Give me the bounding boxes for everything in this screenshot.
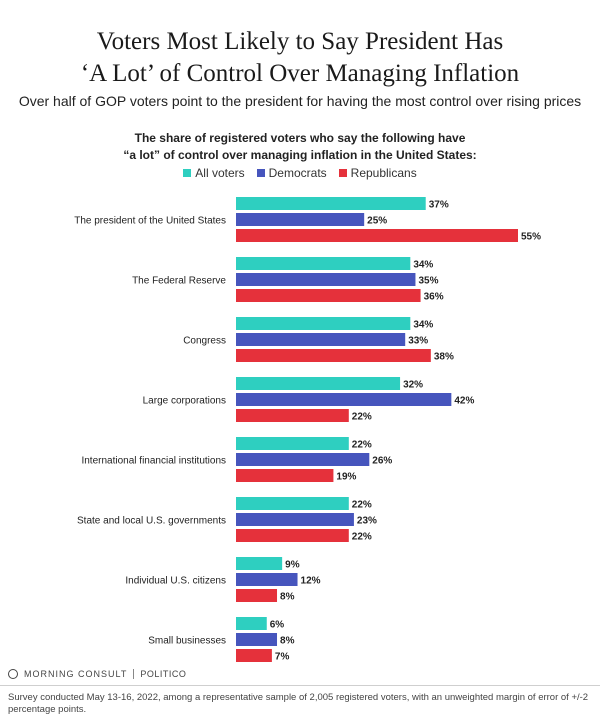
footer-brand: MORNING CONSULT POLITICO — [8, 669, 186, 679]
bar-value-label: 9% — [285, 560, 300, 571]
bar-republicans — [236, 409, 349, 422]
bar-value-label: 8% — [280, 592, 295, 603]
bar-republicans — [236, 469, 334, 482]
bar-value-label: 38% — [434, 352, 454, 363]
legend-item-democrats: Democrats — [256, 166, 327, 180]
legend-swatch — [183, 169, 192, 177]
morning-consult-brand: MORNING CONSULT — [24, 669, 128, 679]
bar-value-label: 34% — [413, 320, 433, 331]
legend-swatch — [256, 169, 265, 177]
bar-all-voters — [236, 377, 401, 390]
category-label: Large corporations — [143, 396, 226, 407]
category-label: State and local U.S. governments — [77, 516, 226, 527]
legend-label: Republicans — [350, 166, 417, 180]
category-label: The Federal Reserve — [132, 276, 226, 287]
bar-value-label: 33% — [408, 336, 428, 347]
bar-chart: The president of the United States 37% 25%… — [74, 197, 541, 663]
footnote: Survey conducted May 13-16, 2022, among … — [8, 692, 589, 715]
bar-value-label: 25% — [367, 216, 387, 227]
bar-all-voters — [236, 557, 283, 570]
bar-democrats — [236, 213, 365, 226]
bar-value-label: 22% — [352, 532, 372, 543]
legend: All voters Democrats Republicans — [0, 166, 600, 180]
chart-subtitle: Over half of GOP voters point to the pre… — [18, 93, 582, 109]
bar-democrats — [236, 273, 416, 286]
legend-label: All voters — [195, 166, 245, 180]
category-label: The president of the United States — [74, 216, 226, 227]
legend-item-republicans: Republicans — [338, 166, 417, 180]
legend-label: Democrats — [268, 166, 327, 180]
bar-all-voters — [236, 257, 411, 270]
category-label: Small businesses — [148, 636, 226, 647]
bar-democrats — [236, 513, 354, 526]
bar-value-label: 19% — [336, 472, 356, 483]
bar-value-label: 37% — [429, 200, 449, 211]
bar-value-label: 7% — [275, 652, 290, 663]
bar-value-label: 32% — [403, 380, 423, 391]
brand-divider — [133, 669, 135, 679]
bar-all-voters — [236, 437, 349, 450]
bar-democrats — [236, 453, 370, 466]
bar-republicans — [236, 589, 278, 602]
bar-republicans — [236, 529, 349, 542]
legend-swatch — [338, 169, 347, 177]
category-label: International financial institutions — [81, 456, 226, 467]
bar-democrats — [236, 333, 406, 346]
bar-value-label: 22% — [352, 440, 372, 451]
bar-value-label: 42% — [454, 396, 474, 407]
chart-title: Voters Most Likely to Say President Has … — [0, 26, 600, 90]
chart-heading-line-2: “a lot” of control over managing inflati… — [123, 148, 477, 162]
category-label: Congress — [183, 336, 226, 347]
legend-item-all-voters: All voters — [183, 166, 245, 180]
chart-heading: The share of registered voters who say t… — [0, 130, 600, 164]
bar-value-label: 55% — [521, 232, 541, 243]
bar-value-label: 22% — [352, 500, 372, 511]
bar-value-label: 23% — [357, 516, 377, 527]
bar-value-label: 6% — [270, 620, 285, 631]
bar-republicans — [236, 289, 421, 302]
bar-all-voters — [236, 197, 426, 210]
morning-consult-logo-icon — [8, 669, 18, 679]
bar-value-label: 26% — [372, 456, 392, 467]
bar-value-label: 34% — [413, 260, 433, 271]
bar-all-voters — [236, 497, 349, 510]
bar-republicans — [236, 229, 518, 242]
bar-value-label: 8% — [280, 636, 295, 647]
bar-democrats — [236, 633, 278, 646]
bar-democrats — [236, 573, 298, 586]
bar-all-voters — [236, 317, 411, 330]
chart-title-line-2: ‘A Lot’ of Control Over Managing Inflati… — [80, 60, 520, 87]
bar-republicans — [236, 649, 272, 662]
chart-heading-line-1: The share of registered voters who say t… — [134, 131, 466, 145]
bar-value-label: 22% — [352, 412, 372, 423]
chart-title-line-1: Voters Most Likely to Say President Has — [96, 28, 504, 55]
politico-brand: POLITICO — [140, 669, 187, 679]
bar-value-label: 35% — [418, 276, 438, 287]
bar-democrats — [236, 393, 452, 406]
bar-republicans — [236, 349, 431, 362]
bar-value-label: 36% — [424, 292, 444, 303]
bar-all-voters — [236, 617, 267, 630]
footer-divider — [0, 685, 600, 686]
category-label: Individual U.S. citizens — [125, 576, 226, 587]
bar-value-label: 12% — [301, 576, 321, 587]
